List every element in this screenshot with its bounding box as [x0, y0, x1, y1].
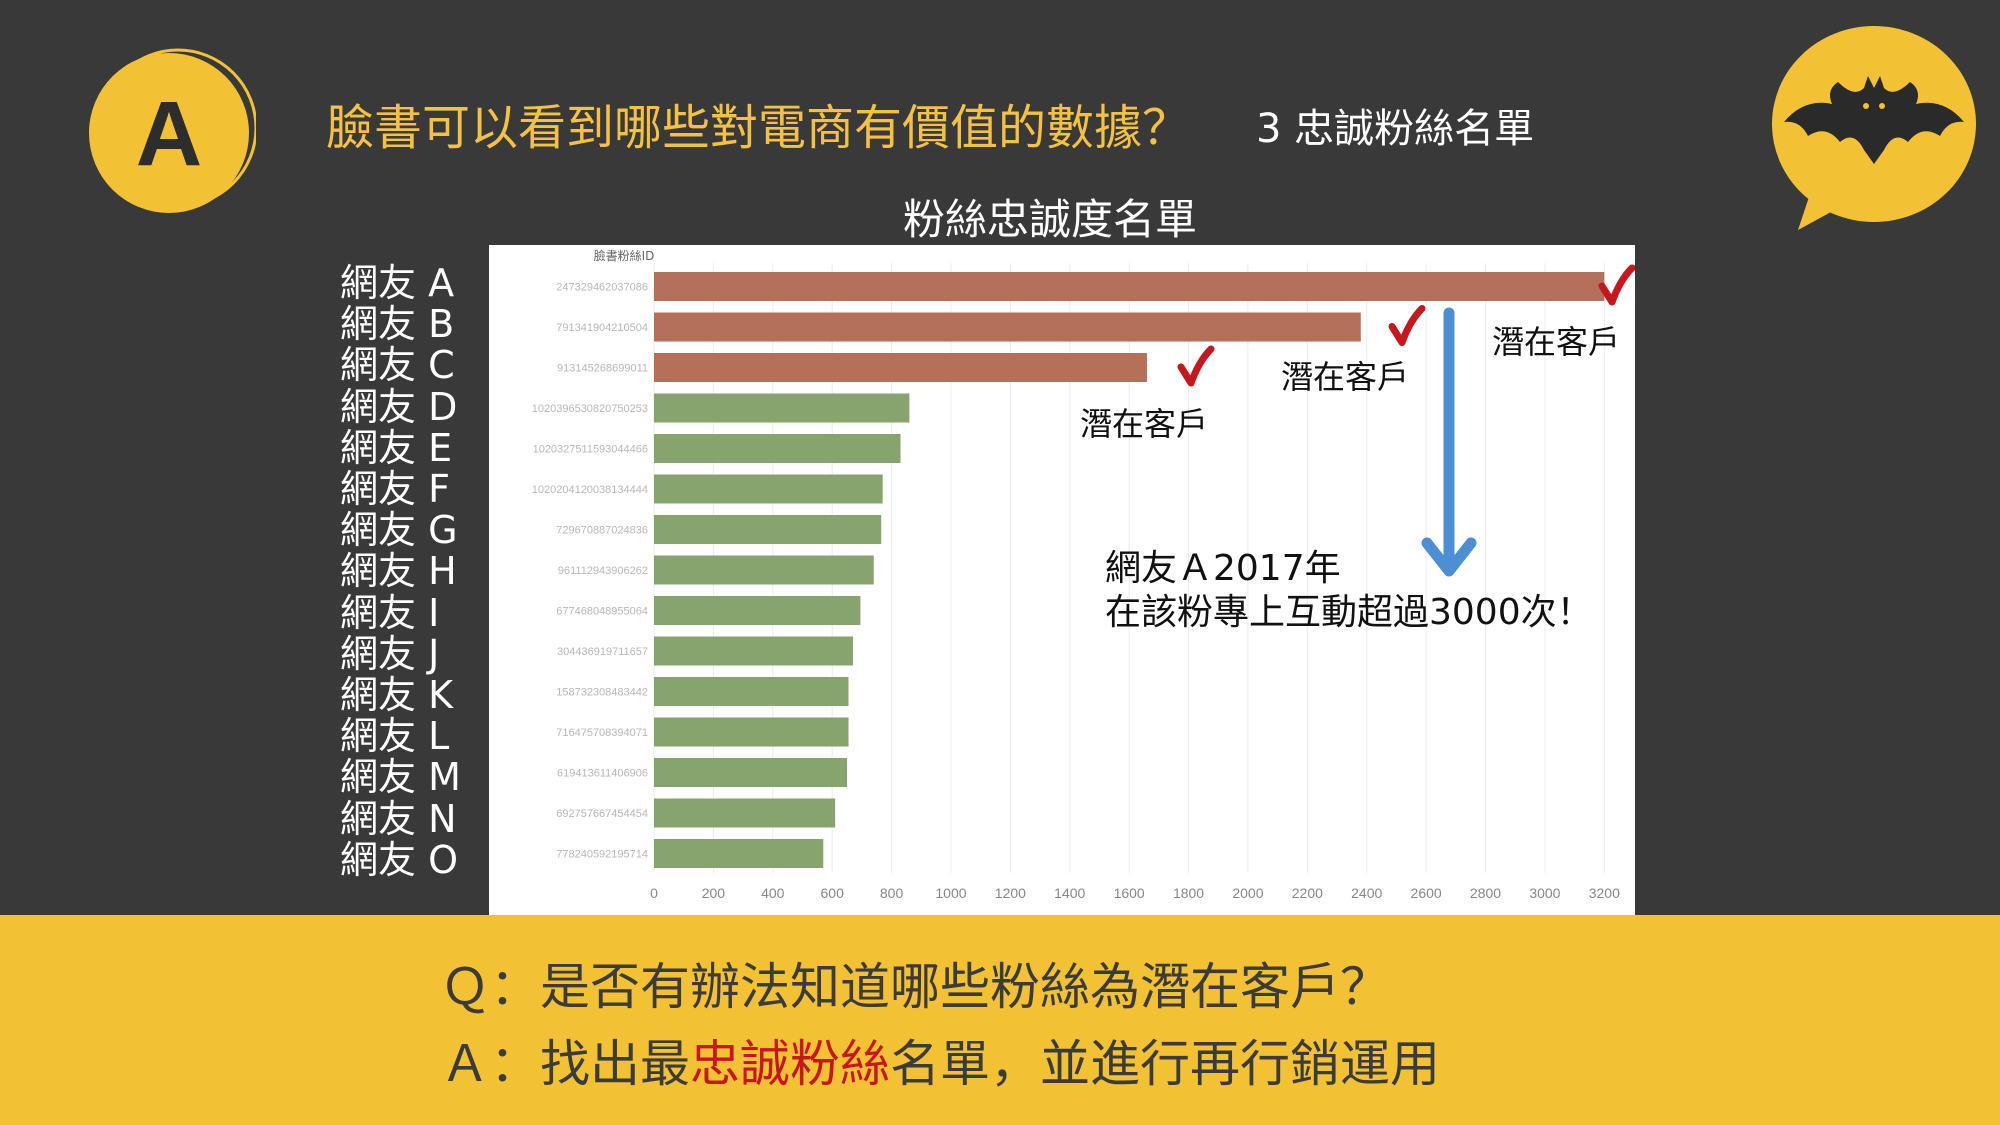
bar-id-label: 304436919711657	[557, 646, 648, 658]
x-tick-label: 200	[702, 885, 726, 901]
annotation-potential-customer-b: 潛在客戶	[1281, 358, 1410, 396]
x-tick-label: 1000	[935, 885, 966, 901]
row-label: 網友 N	[340, 796, 457, 841]
bar-id-label: 961112943906262	[558, 565, 648, 577]
answer-suffix: 名單，並進行再行銷運用	[890, 1035, 1440, 1093]
row-label: 網友 E	[340, 425, 453, 470]
x-tick-label: 2200	[1292, 885, 1323, 901]
row-label: 網友 A	[340, 261, 455, 305]
bar	[654, 839, 824, 868]
bar-id-label: 247329462037086	[556, 282, 648, 294]
row-label: 網友 H	[340, 549, 457, 594]
bar	[654, 393, 910, 423]
note-line-1: 網友Ａ2017年	[1105, 548, 1341, 589]
row-label: 網友 K	[340, 673, 453, 717]
x-tick-label: 800	[880, 885, 904, 901]
row-label: 網友 I	[340, 590, 440, 635]
letter-a-badge-icon: A	[89, 48, 256, 213]
x-tick-label: 1600	[1114, 885, 1145, 901]
answer-highlight: 忠誠粉絲	[690, 1035, 890, 1093]
row-label: 網友 G	[340, 508, 458, 553]
answer-prefix: Ａ：找出最	[440, 1035, 690, 1093]
x-tick-label: 2800	[1470, 885, 1501, 901]
question-text: Ｑ：是否有辦法知道哪些粉絲為潛在客戶？	[440, 958, 1390, 1016]
bar	[654, 515, 882, 544]
annotation-potential-customer-a: 潛在客戶	[1492, 323, 1621, 361]
bar	[654, 636, 853, 666]
bar	[654, 555, 874, 585]
badge-letter: A	[136, 83, 202, 185]
row-label: 網友 M	[340, 755, 461, 800]
x-tick-label: 1800	[1173, 885, 1204, 901]
answer-text: Ａ：找出最忠誠粉絲名單，並進行再行銷運用	[440, 1024, 1440, 1096]
bar-id-label: 677468048955064	[556, 606, 648, 618]
x-tick-label: 2000	[1232, 885, 1263, 901]
bar-id-label: 778240592195714	[556, 849, 648, 861]
bar	[654, 717, 849, 747]
bar	[654, 677, 849, 706]
check-mark-icon	[1177, 345, 1215, 387]
x-tick-label: 2600	[1411, 885, 1442, 901]
chart-note: 網友Ａ2017年 在該粉專上互動超過3000次！	[1105, 547, 1593, 635]
x-tick-label: 1200	[995, 885, 1026, 901]
id-column-header: 臉書粉絲ID	[594, 248, 655, 263]
row-label: 網友 B	[340, 302, 455, 347]
bar-id-label: 729670887024836	[556, 525, 648, 537]
row-label: 網友 F	[340, 467, 450, 511]
row-label: 網友 O	[340, 837, 458, 882]
bar	[654, 758, 848, 787]
bottom-banner	[0, 915, 2000, 1125]
bar	[654, 353, 1147, 382]
page-title: 臉書可以看到哪些對電商有價值的數據？	[326, 100, 1191, 156]
chart-title: 粉絲忠誠度名單	[902, 195, 1197, 244]
x-tick-label: 0	[650, 885, 658, 901]
bar-id-label: 1020204120038134444	[532, 484, 648, 496]
x-tick-label: 3200	[1589, 885, 1620, 901]
bar-id-label: 791341904210504	[556, 322, 648, 334]
bar-id-label: 1020327511593044466	[533, 444, 648, 456]
x-tick-label: 1400	[1054, 885, 1085, 901]
row-label: 網友 D	[340, 384, 458, 429]
x-tick-label: 600	[821, 885, 845, 901]
bar-id-label: 1020396530820750253	[532, 403, 648, 415]
arrow-down-icon	[1421, 537, 1477, 577]
bar	[654, 272, 1605, 301]
page-subtitle: 3 忠誠粉絲名單	[1256, 106, 1535, 152]
bar	[654, 596, 861, 625]
check-mark-icon	[1598, 264, 1635, 306]
x-tick-label: 400	[761, 885, 785, 901]
x-tick-label: 2400	[1351, 885, 1382, 901]
row-label: 網友 C	[340, 343, 455, 388]
bar-chart: 0 200 400 600 800 1000 1200 1400 1600 1800 2000 220…	[532, 248, 1635, 901]
bar-id-label: 913145268699011	[557, 363, 648, 375]
row-label: 網友 L	[340, 714, 450, 759]
check-mark-icon	[1388, 305, 1426, 346]
note-line-2: 在該粉專上互動超過3000次！	[1105, 592, 1593, 633]
row-label: 網友 J	[340, 631, 440, 676]
bar-id-label: 158732308483442	[556, 687, 648, 699]
annotation-potential-customer-c: 潛在客戶	[1080, 405, 1209, 443]
bar	[654, 474, 883, 504]
bar-id-label: 619413611406906	[557, 768, 648, 780]
chart-panel: 0 200 400 600 800 1000 1200 1400 1600 1800 2000 220…	[489, 245, 1635, 915]
bar	[654, 312, 1361, 342]
bat-speech-bubble-icon	[1772, 26, 1976, 230]
bar	[654, 434, 901, 463]
bar-id-label: 692757667454454	[556, 808, 648, 820]
x-tick-label: 3000	[1529, 885, 1560, 901]
bar-id-label: 716475708394071	[556, 727, 648, 739]
bar	[654, 798, 836, 828]
